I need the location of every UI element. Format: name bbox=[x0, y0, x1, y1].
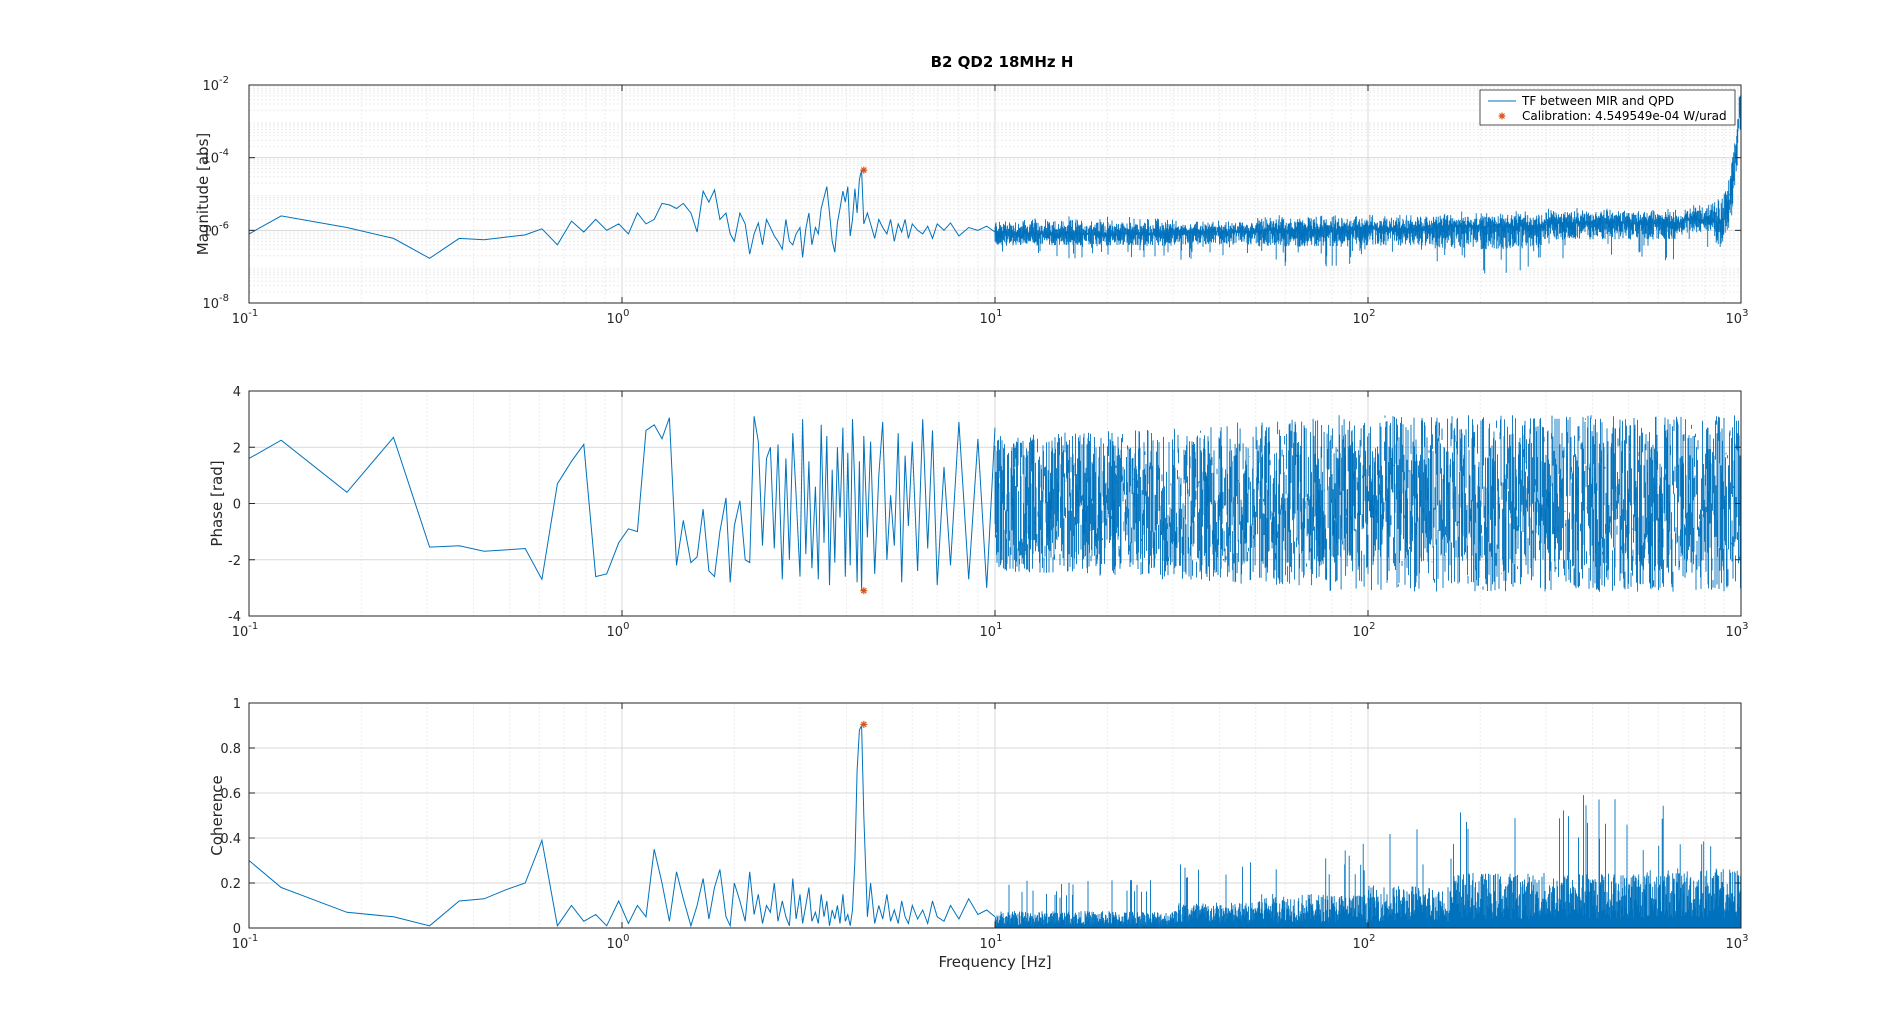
legend-marker-swatch-d2 bbox=[1499, 113, 1505, 119]
magnitude-x-tick-exponent: 3 bbox=[1742, 308, 1748, 319]
legend-entry-calibration: Calibration: 4.549549e-04 W/urad bbox=[1522, 109, 1727, 123]
phase-x-tick-exponent: 2 bbox=[1369, 621, 1375, 632]
coherence-x-tick-exponent: 2 bbox=[1369, 933, 1375, 944]
phase-series-group bbox=[249, 415, 1741, 592]
magnitude-series-line bbox=[249, 170, 996, 259]
subplots: 10-1 100 101 102 10310-810-610-410-2Magnitud… bbox=[194, 75, 1748, 971]
coherence-y-tick-label: 0.2 bbox=[220, 877, 241, 892]
magnitude-y-tick-exponent: -8 bbox=[219, 293, 229, 304]
coherence-y-tick-label: 0.4 bbox=[220, 832, 241, 847]
phase-calibration-marker bbox=[860, 587, 868, 595]
phase-y-tick-label: -4 bbox=[228, 610, 241, 625]
phase-x-tick-exponent: 1 bbox=[996, 621, 1002, 632]
magnitude-ylabel: Magnitude [abs] bbox=[194, 133, 212, 255]
magnitude-grid bbox=[248, 84, 1742, 304]
magnitude-series-group bbox=[249, 94, 1741, 274]
phase-series-line bbox=[249, 416, 996, 591]
phase-x-tick-exponent: -1 bbox=[248, 621, 258, 632]
coherence-y-tick-label: 0.6 bbox=[220, 787, 241, 802]
phase-y-tick-label: 4 bbox=[233, 385, 241, 400]
legend-box bbox=[1479, 89, 1736, 126]
phase-y-tick-label: -2 bbox=[228, 554, 241, 569]
magnitude-x-tick-exponent: -1 bbox=[248, 308, 258, 319]
phase-x-tick-exponent: 0 bbox=[623, 621, 629, 632]
subplot-magnitude: 10-1 100 101 102 10310-810-610-410-2Magnitud… bbox=[194, 75, 1748, 327]
coherence-x-tick-exponent: 3 bbox=[1742, 933, 1748, 944]
coherence-x-tick-exponent: -1 bbox=[248, 933, 258, 944]
legend-entry-tf: TF between MIR and QPD bbox=[1521, 94, 1674, 108]
phase-ylabel: Phase [rad] bbox=[208, 460, 226, 546]
coherence-calibration-marker bbox=[860, 720, 868, 728]
coherence-y-tick-label: 0.8 bbox=[220, 742, 241, 757]
coherence-marker-stroke-d2 bbox=[860, 721, 867, 728]
coherence-x-tick-exponent: 1 bbox=[996, 933, 1002, 944]
coherence-y-tick-label: 1 bbox=[233, 697, 241, 712]
phase-y-tick-label: 0 bbox=[233, 498, 241, 513]
figure-title: B2 QD2 18MHz H bbox=[931, 53, 1074, 71]
magnitude-x-tick-exponent: 0 bbox=[623, 308, 629, 319]
coherence-x-tick-exponent: 0 bbox=[623, 933, 629, 944]
coherence-series-line bbox=[249, 725, 996, 928]
magnitude-x-tick-exponent: 1 bbox=[996, 308, 1002, 319]
magnitude-marker-stroke-d2 bbox=[860, 167, 867, 174]
magnitude-calibration-marker bbox=[860, 166, 868, 174]
magnitude-y-tick-exponent: -6 bbox=[219, 220, 229, 231]
coherence-y-tick-label: 0 bbox=[233, 922, 241, 937]
phase-y-tick-label: 2 bbox=[233, 441, 241, 456]
phase-marker-stroke-d2 bbox=[860, 587, 867, 594]
coherence-series-group bbox=[249, 725, 1741, 928]
magnitude-x-tick-exponent: 2 bbox=[1369, 308, 1375, 319]
coherence-ylabel: Coherence bbox=[208, 775, 226, 855]
magnitude-y-tick-exponent: -4 bbox=[219, 148, 229, 159]
subplot-coherence: 10-1 100 101 102 10300.20.40.60.81CoherenceF… bbox=[208, 697, 1748, 971]
phase-x-tick-exponent: 3 bbox=[1742, 621, 1748, 632]
magnitude-y-tick-exponent: -2 bbox=[219, 75, 229, 86]
magnitude-series-dense bbox=[994, 94, 1741, 274]
phase-series-dense bbox=[994, 415, 1741, 592]
coherence-xlabel: Frequency [Hz] bbox=[938, 953, 1051, 971]
